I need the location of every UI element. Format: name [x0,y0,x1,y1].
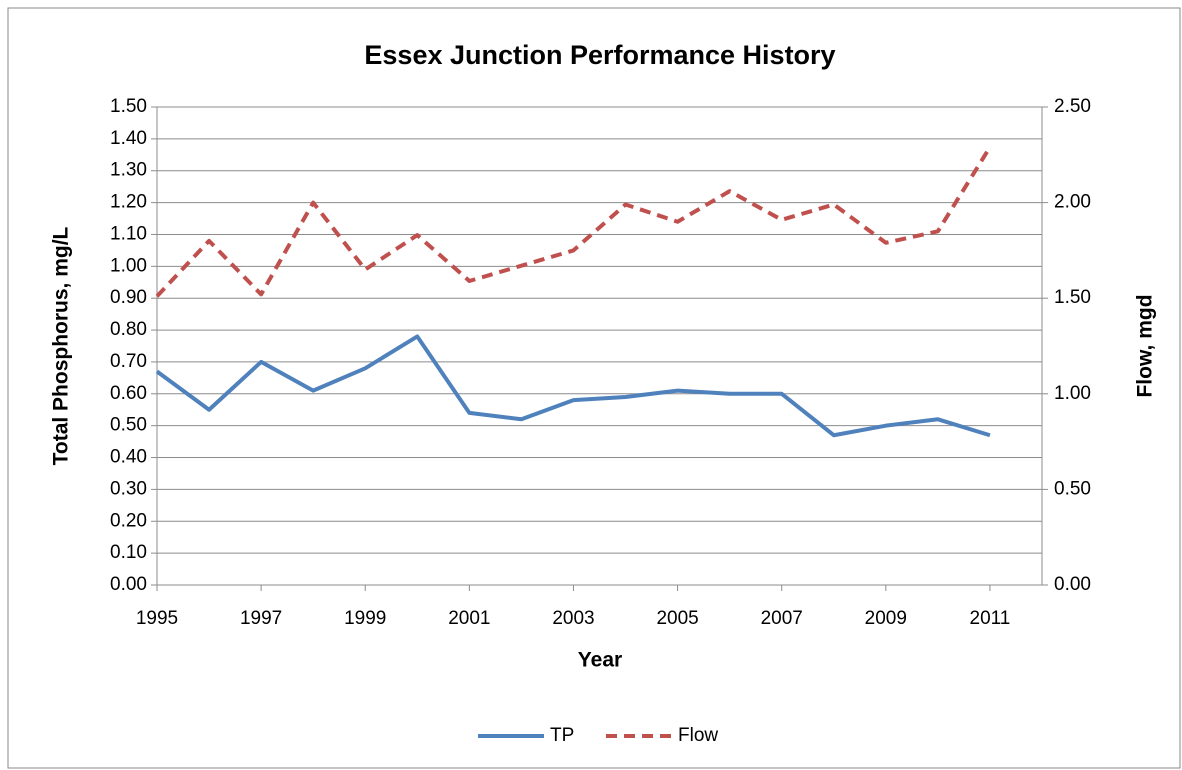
y-tick-label: 1.10 [110,223,147,244]
y2-axis-label: Flow, mgd [1134,294,1157,397]
y2-tick-label: 0.00 [1054,574,1091,595]
x-tick-label: 1997 [240,608,282,629]
y-axis-label: Total Phosphorus, mg/L [50,226,73,465]
data-line [155,334,991,438]
y-tick-label: 0.10 [110,542,147,563]
x-tick-label: 2003 [552,608,594,629]
y-tick-label: 0.30 [110,478,147,499]
chart-frame [7,7,1181,769]
y-tick-label: 0.50 [110,415,147,436]
y2-tick-label: 1.00 [1054,383,1091,404]
x-tick-label: 2009 [865,608,907,629]
y-tick-label: 1.00 [110,255,147,276]
y2-tick-label: 0.50 [1054,478,1091,499]
legend-label: TP [550,725,574,746]
legend-label: Flow [678,725,718,746]
x-tick-label: 2001 [448,608,490,629]
y-tick-label: 0.60 [110,383,147,404]
x-axis-label: Year [578,649,622,672]
y2-tick-label: 2.00 [1054,192,1091,213]
x-tick-label: 2005 [656,608,698,629]
y2-tick-label: 1.50 [1054,287,1091,308]
y-tick-label: 1.20 [110,192,147,213]
y-tick-label: 0.20 [110,510,147,531]
y-tick-label: 0.70 [110,351,147,372]
y-tick-label: 1.50 [110,96,147,117]
x-tick-label: 2011 [970,608,1011,629]
y-tick-label: 0.90 [110,287,147,308]
data-line [155,146,992,298]
y-tick-label: 0.40 [110,447,147,468]
x-tick-label: 2007 [761,608,803,629]
y-tick-label: 0.00 [110,574,147,595]
y-tick-label: 1.40 [110,128,147,149]
y-tick-label: 1.30 [110,160,147,181]
y2-tick-label: 2.50 [1054,96,1091,117]
chart-title: Essex Junction Performance History [364,40,835,70]
x-tick-label: 1995 [136,608,178,629]
y-tick-label: 0.80 [110,319,147,340]
x-tick-label: 1999 [344,608,386,629]
